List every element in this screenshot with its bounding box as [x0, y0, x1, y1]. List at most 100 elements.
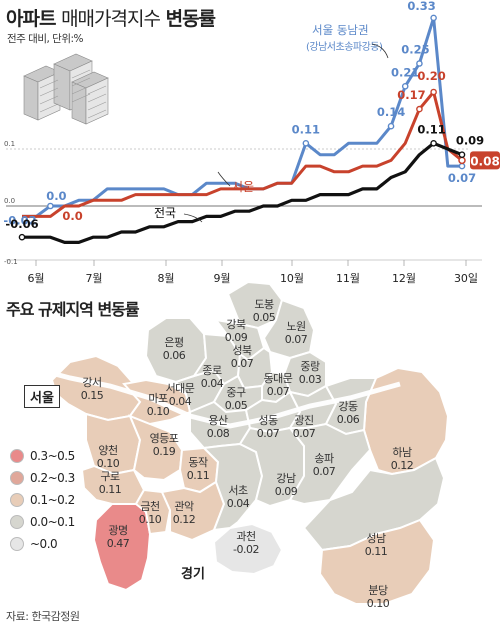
- series-line-2: [22, 141, 463, 244]
- district-label: 광명 0.47: [94, 524, 142, 550]
- series-name-seoul-southeast-sub: (강남서초송파강동): [306, 41, 383, 53]
- y-tick-label: 0.1: [4, 140, 15, 148]
- x-tick-labels: 6월 7월 8월 9월 10월 11월 12월 30일: [27, 260, 478, 285]
- y-tick-labels: 0.1 0.0 -0.1: [4, 140, 18, 266]
- legend-leader-line: [371, 43, 389, 59]
- line-chart: 0.1 0.0 -0.1 6월 7월 8월 9월 10월 11월 12월 30일 -0.02 0.0…: [3, 0, 500, 285]
- district-value: -0.02: [233, 543, 259, 556]
- district-label: 과천 -0.02: [222, 530, 270, 556]
- data-label: 0.11: [417, 122, 445, 136]
- y-tick-label: -0.1: [4, 258, 18, 266]
- district-label: 용산 0.08: [194, 414, 242, 440]
- district-label: 종로 0.04: [188, 364, 236, 390]
- district-value: 0.04: [168, 395, 192, 408]
- district-value: 0.04: [226, 497, 250, 510]
- series-line-0: [22, 16, 462, 218]
- district-value: 0.06: [336, 413, 360, 426]
- district-value: 0.05: [252, 311, 276, 324]
- data-label: -0.02: [3, 213, 36, 227]
- x-tick-label: 7월: [85, 272, 102, 285]
- data-point: [430, 139, 437, 147]
- district-name: 하남: [392, 446, 412, 459]
- legend-leader-line: [217, 171, 231, 187]
- district-name: 마포: [148, 392, 168, 405]
- district-value: 0.04: [200, 377, 224, 390]
- district-value: 0.12: [172, 513, 196, 526]
- chart-grid: [6, 148, 482, 261]
- series-line-1: [22, 90, 463, 218]
- district-label: 강북 0.09: [212, 318, 260, 344]
- district-label: 성동 0.07: [244, 414, 292, 440]
- data-label: 0.25: [401, 43, 429, 57]
- han-river: [39, 367, 401, 429]
- data-label: 0.11: [292, 122, 320, 136]
- district-label: 송파 0.07: [300, 452, 348, 478]
- legend-leader-line: [183, 213, 203, 223]
- district-value: 0.10: [366, 597, 390, 610]
- district-name: 중구: [226, 386, 246, 399]
- title-part1: 아파트: [6, 8, 56, 30]
- data-label-box: [470, 151, 500, 170]
- legend-item: 0.2~0.3: [10, 468, 75, 488]
- district-value: 0.05: [224, 399, 248, 412]
- y-tick-label: 0.0: [4, 197, 15, 205]
- district-name: 관악: [174, 500, 194, 513]
- data-label: 0.0: [46, 189, 66, 203]
- district-name: 종로: [202, 364, 222, 377]
- x-tick-label: 9월: [213, 272, 230, 285]
- apartment-buildings-icon: [23, 53, 109, 125]
- data-point: [430, 14, 437, 22]
- district-name: 성남: [366, 532, 386, 545]
- chart-series: [22, 16, 463, 244]
- district-name: 분당: [368, 584, 388, 597]
- district-label: 광진 0.07: [280, 414, 328, 440]
- district-label: 은평 0.06: [150, 336, 198, 362]
- district-name: 도봉: [254, 298, 274, 311]
- legend-label: 0.3~0.5: [30, 449, 75, 463]
- legend-item: 0.1~0.2: [10, 490, 75, 510]
- district-label: 중랑 0.03: [286, 360, 334, 386]
- data-label: 0.21: [391, 65, 419, 79]
- data-point: [387, 122, 395, 130]
- district-name: 양천: [98, 444, 118, 457]
- district-name: 동대문: [263, 372, 293, 385]
- district-name: 서초: [228, 484, 248, 497]
- district-value: 0.07: [292, 427, 316, 440]
- region-geumcheon: [134, 488, 172, 536]
- data-point: [416, 60, 423, 67]
- data-point: [416, 105, 423, 113]
- district-label: 도봉 0.05: [240, 298, 288, 324]
- legend-item: 0.0~0.1: [10, 512, 75, 532]
- district-label: 노원 0.07: [272, 320, 320, 346]
- data-label: 0.14: [377, 105, 405, 119]
- map-title: 주요 규제지역 변동률: [6, 300, 140, 319]
- data-label: 0.0: [62, 209, 82, 223]
- district-label: 성북 0.07: [218, 344, 266, 370]
- district-name: 노원: [286, 320, 306, 333]
- title-part3: 변동률: [165, 8, 216, 30]
- chart-subtitle: 전주 대비, 단위:%: [7, 33, 84, 45]
- district-name: 성북: [232, 344, 252, 357]
- district-value: 0.11: [98, 483, 122, 496]
- district-label: 서대문 0.04: [156, 382, 204, 408]
- district-label: 강서 0.15: [68, 376, 116, 402]
- region-yeongdeungpo: [128, 414, 184, 482]
- x-tick-label: 8월: [157, 272, 174, 285]
- series-name-seoul-southeast: 서울 동남권: [312, 23, 369, 37]
- district-name: 송파: [314, 452, 334, 465]
- district-name: 성동: [258, 414, 278, 427]
- district-name: 구로: [100, 470, 120, 483]
- district-value: 0.15: [80, 389, 104, 402]
- data-point: [18, 233, 26, 241]
- district-value: 0.06: [162, 349, 186, 362]
- district-label: 영등포 0.19: [140, 432, 188, 458]
- district-value: 0.47: [106, 537, 130, 550]
- series-name-seoul: 서울: [232, 180, 254, 194]
- district-value: 0.03: [298, 373, 322, 386]
- legend-label: ~0.0: [30, 537, 58, 551]
- legend-swatch: [10, 449, 24, 463]
- data-point: [458, 156, 466, 165]
- district-value: 0.10: [138, 513, 162, 526]
- district-value: 0.07: [256, 427, 280, 440]
